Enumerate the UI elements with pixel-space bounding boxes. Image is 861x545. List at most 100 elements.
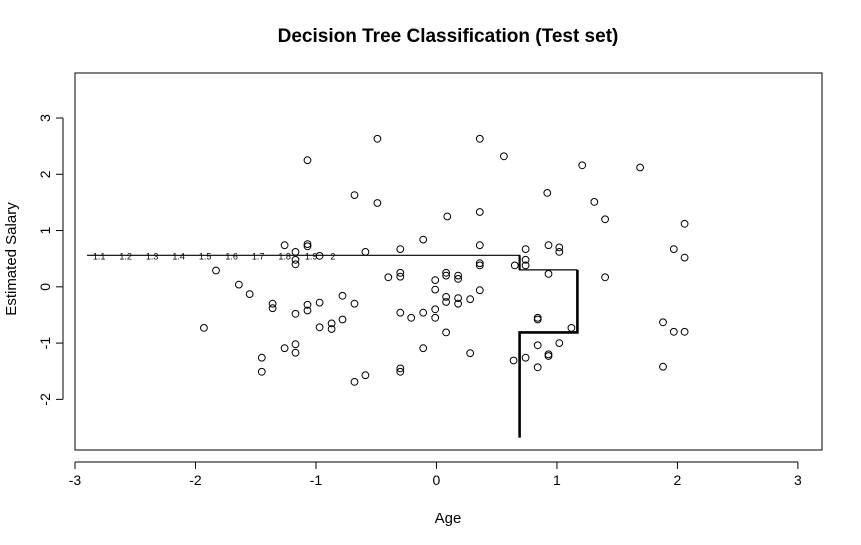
data-point	[338, 315, 347, 324]
data-point	[235, 280, 243, 289]
data-point	[257, 353, 266, 362]
y-tick-label: 0	[37, 283, 53, 291]
split-labels: 1.1 1.2 1.3 1.4 1.5 1.6 1.7 1.8 1.9 2	[93, 251, 336, 261]
data-point	[544, 241, 553, 250]
data-point	[280, 241, 289, 250]
data-point	[521, 261, 530, 270]
data-point	[454, 294, 463, 303]
split-label: 1.2	[119, 251, 132, 261]
y-tick-label: 3	[37, 114, 53, 122]
data-point	[291, 340, 300, 349]
data-point	[669, 245, 678, 254]
data-point	[291, 260, 300, 269]
boundary-thick-line	[518, 269, 579, 438]
split-label: 1.9	[305, 251, 318, 261]
data-point	[521, 245, 530, 254]
data-point	[590, 198, 599, 206]
data-point	[303, 306, 312, 315]
data-point	[669, 327, 678, 336]
split-label: 1.5	[199, 251, 212, 261]
data-point	[257, 367, 266, 376]
y-axis: -2 -1 0 1 2 3	[37, 114, 64, 406]
data-point	[396, 364, 405, 373]
data-point	[303, 156, 312, 165]
data-point	[466, 349, 475, 358]
data-point	[291, 248, 300, 256]
split-label: 1.6	[225, 251, 238, 261]
data-point	[373, 134, 382, 143]
data-point	[396, 245, 405, 254]
data-point	[419, 235, 428, 244]
data-point	[475, 259, 484, 268]
data-point	[475, 261, 484, 270]
data-point	[396, 272, 405, 281]
split-label: 1.4	[172, 251, 185, 261]
data-point	[200, 324, 208, 332]
data-point	[303, 300, 312, 309]
data-point	[431, 285, 440, 294]
y-tick-label: -2	[37, 393, 53, 406]
split-label: 1.8	[278, 251, 291, 261]
data-point	[361, 248, 370, 256]
plot-frame	[74, 72, 823, 451]
data-point	[327, 325, 336, 333]
y-tick-label: 1	[37, 226, 53, 234]
data-point	[291, 309, 300, 318]
data-point	[338, 291, 347, 300]
data-point	[544, 352, 553, 360]
data-point	[280, 344, 289, 353]
x-tick-label: 1	[553, 472, 561, 488]
x-tick-label: 3	[794, 472, 802, 488]
data-point	[601, 273, 609, 282]
data-point	[268, 304, 277, 313]
data-point	[396, 268, 405, 277]
data-point	[350, 191, 359, 200]
data-point	[431, 313, 440, 322]
split-label: 2	[330, 251, 335, 261]
x-tick-label: -3	[69, 472, 82, 488]
data-point	[442, 268, 451, 277]
data-point	[533, 315, 542, 324]
data-point	[454, 275, 463, 283]
decision-boundary	[87, 254, 579, 438]
data-point	[555, 248, 564, 256]
data-point	[431, 276, 440, 285]
data-point	[419, 308, 428, 317]
y-axis-label: Estimated Salary	[3, 202, 20, 316]
data-point	[442, 293, 451, 301]
data-point	[303, 240, 312, 249]
data-point	[475, 286, 484, 295]
y-tick-label: 2	[37, 170, 53, 178]
data-point	[659, 318, 667, 327]
data-point	[373, 199, 382, 207]
x-axis: -3 -2 -1 0 1 2 3	[69, 461, 802, 488]
data-point	[533, 341, 542, 350]
data-point	[443, 212, 452, 221]
data-point	[601, 215, 609, 224]
data-point	[475, 208, 484, 216]
data-point	[442, 298, 451, 306]
x-axis-label: Age	[435, 510, 462, 527]
data-point	[475, 241, 484, 250]
data-point	[680, 253, 689, 262]
data-point	[521, 255, 530, 264]
data-point	[578, 161, 587, 170]
data-point	[680, 327, 689, 336]
chart-title: Decision Tree Classification (Test set)	[278, 26, 619, 47]
data-point	[454, 299, 463, 308]
data-point	[454, 271, 463, 280]
data-point	[419, 344, 428, 353]
data-point	[327, 319, 336, 328]
x-tick-label: 2	[674, 472, 682, 488]
data-point	[442, 271, 451, 280]
data-point	[555, 339, 564, 348]
data-point	[555, 243, 564, 252]
data-point	[680, 219, 689, 228]
data-point	[509, 356, 518, 365]
data-point	[521, 353, 530, 362]
data-point	[291, 255, 300, 264]
data-point	[315, 298, 324, 307]
data-point	[475, 134, 484, 143]
